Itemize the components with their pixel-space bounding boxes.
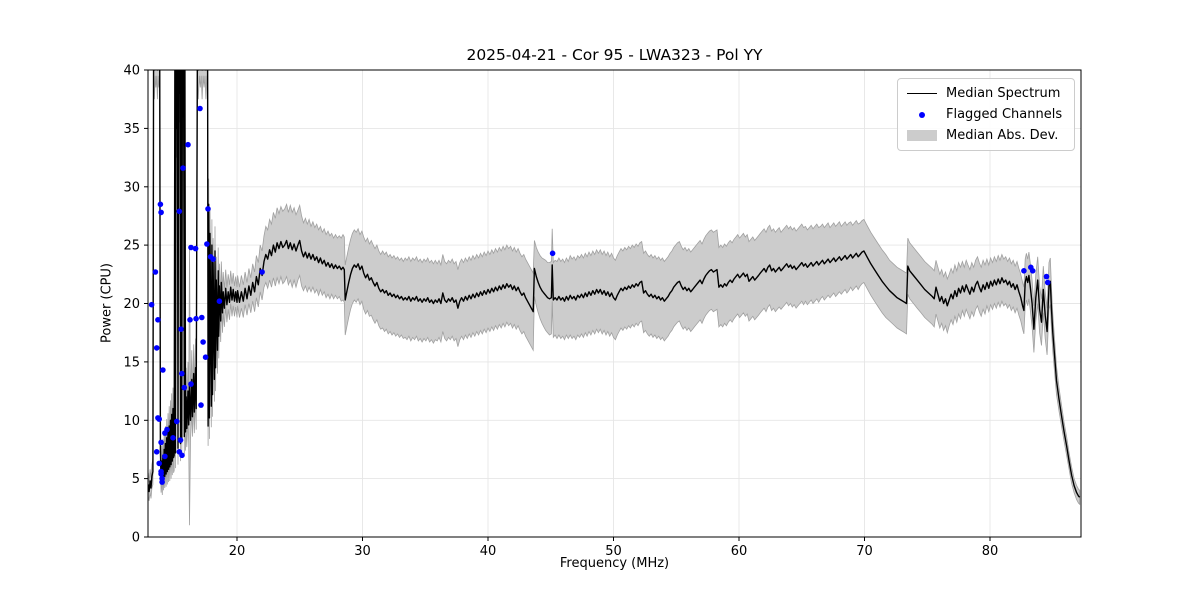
flagged-dot [158,439,164,446]
x-tick-label: 20 [229,544,246,559]
flagged-dot [177,437,184,443]
flagged-dot [156,416,162,422]
median-line [148,70,1081,498]
flagged-dot [148,301,155,308]
y-tick-label: 15 [123,355,140,370]
flagged-dot [160,367,166,373]
flagged-dot [173,418,180,425]
flagged-dot [198,402,204,408]
y-tick-label: 25 [123,239,140,254]
y-tick-label: 5 [132,472,140,487]
legend-label: Flagged Channels [946,107,1063,122]
flagged-dot [192,245,199,252]
flagged-dot [1043,273,1050,280]
flagged-dot [197,105,203,112]
x-tick-label: 50 [605,544,622,559]
flagged-dot [199,314,205,321]
flagged-dot [1021,268,1027,274]
flagged-dot [176,449,183,455]
legend: Median Spectrum Flagged Channels Median … [897,78,1075,151]
flagged-dot [162,430,168,436]
flagged-dot [188,244,194,251]
flagged-dot [549,250,556,257]
flagged-dot [153,345,160,351]
flagged-dot [188,381,194,387]
x-axis-label: Frequency (MHz) [559,556,670,571]
flagged-dot [204,241,210,247]
flagged-dot [202,354,209,361]
x-tick-label: 30 [354,544,371,559]
flagged-dot [158,468,164,475]
legend-entry-median-spectrum: Median Spectrum [907,85,1065,102]
y-tick-label: 35 [123,122,140,137]
flagged-dot [158,209,164,216]
flagged-dot [179,370,185,377]
y-tick-label: 20 [123,297,140,312]
legend-patch-marker [907,130,937,141]
flagged-dot [205,206,211,212]
flagged-dot [200,339,206,345]
y-tick-label: 40 [123,64,140,79]
chart-title: 2025-04-21 - Cor 95 - LWA323 - Pol YY [466,46,763,64]
flagged-dot [210,256,216,262]
flagged-dot [187,317,193,323]
y-axis-label: Power (CPU) [99,262,115,344]
flagged-dot [181,384,188,391]
x-tick-label: 80 [982,544,999,559]
x-tick-label: 40 [480,544,497,559]
legend-label: Median Abs. Dev. [946,128,1059,143]
flagged-dot [153,449,160,455]
legend-entry-mad: Median Abs. Dev. [907,127,1065,144]
flagged-dot [259,269,265,275]
x-tick-label: 70 [856,544,873,559]
y-tick-label: 10 [123,414,140,429]
flagged-dot [185,141,191,148]
flagged-dot [180,165,186,171]
flagged-dot [1029,268,1036,274]
y-tick-label: 0 [132,531,140,546]
flagged-dot [157,201,164,208]
legend-entry-flagged-channels: Flagged Channels [907,106,1065,123]
flagged-dot [162,453,168,460]
legend-dot-marker [907,111,937,118]
y-tick-label: 30 [123,180,140,195]
legend-label: Median Spectrum [946,86,1061,101]
flagged-dot [178,326,184,333]
flagged-dot [156,460,162,467]
flagged-dot [152,269,159,275]
flagged-dot [216,298,223,305]
x-tick-label: 60 [731,544,748,559]
flagged-dot [155,317,161,323]
flagged-dot [176,208,183,215]
flagged-dot [159,475,165,482]
legend-line-marker [907,93,937,94]
flagged-dot [1044,279,1051,286]
flagged-dot [193,315,199,322]
flagged-dot [170,435,176,441]
